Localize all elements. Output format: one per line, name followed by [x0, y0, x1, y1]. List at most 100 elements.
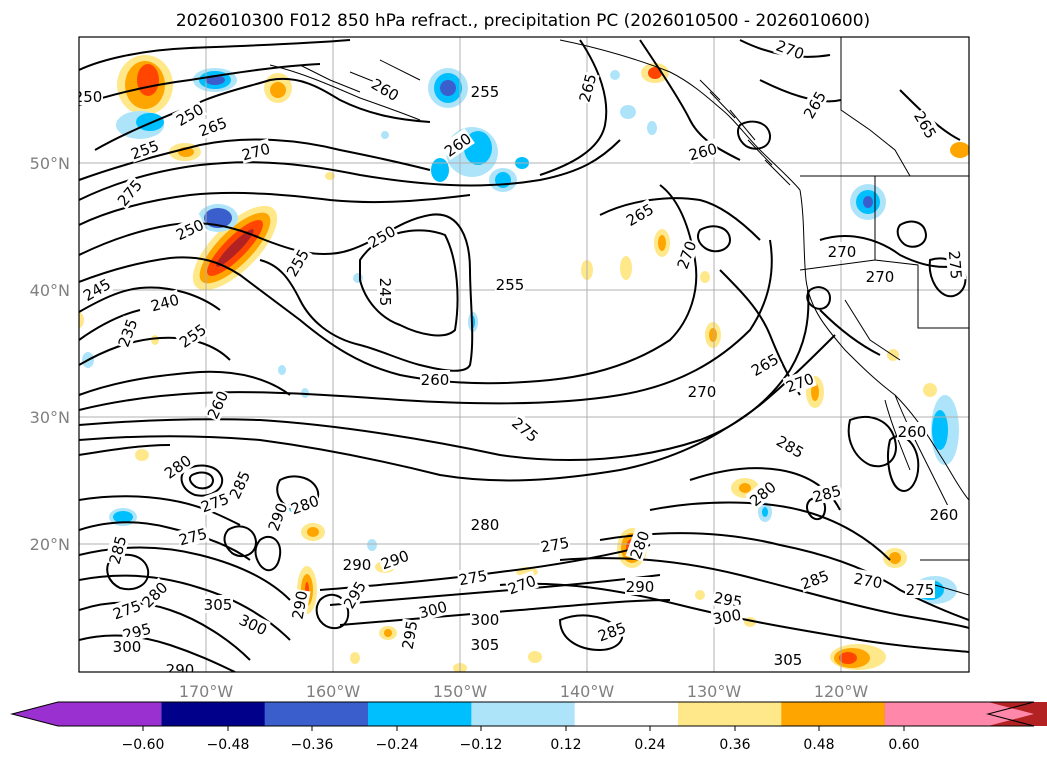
contour-label: 300	[471, 611, 500, 629]
contour-label-background	[672, 237, 700, 272]
contour-label: 300	[711, 606, 742, 629]
contour-label-background	[470, 635, 500, 653]
contour-label-background	[622, 198, 657, 230]
lat-label: 40°N	[30, 281, 70, 300]
colorbar-segment	[678, 702, 782, 726]
contour-label-background	[905, 580, 935, 598]
lat-label: 20°N	[30, 535, 70, 554]
colorbar-segments	[12, 702, 1047, 726]
lon-label: 130°W	[687, 682, 742, 701]
contour-label-background	[113, 315, 141, 350]
contour-label-background	[377, 545, 412, 573]
contour-label-background	[236, 609, 271, 639]
contour-label-background	[711, 587, 745, 611]
contour-label-background	[470, 610, 500, 628]
contour-label-background	[470, 515, 500, 533]
contour-label: 280	[471, 516, 500, 534]
contour-label-background	[910, 107, 942, 142]
contour-label: 260	[930, 506, 959, 524]
colorbar-segment	[471, 702, 576, 726]
contour-label-background	[495, 275, 525, 293]
contour-label-background	[538, 532, 572, 556]
refractivity-contours	[79, 39, 969, 672]
contour-label-background	[172, 98, 207, 130]
contour-label-background	[797, 565, 832, 593]
contour-label-background	[439, 128, 475, 161]
contour-label: 250	[74, 88, 103, 106]
contour-label-background	[238, 138, 273, 164]
contour-label: 260	[898, 423, 927, 441]
contour-label-background	[594, 617, 629, 645]
contour-label-background	[109, 595, 144, 623]
contour-label-background	[342, 555, 372, 573]
contour-label-background	[504, 570, 539, 598]
contour-label: 270	[828, 243, 857, 261]
lon-label: 140°W	[560, 682, 615, 701]
contour-label-background	[773, 37, 808, 63]
lon-label: 150°W	[433, 682, 488, 701]
colorbar-tick: 0.24	[634, 737, 665, 753]
contour-label-background	[165, 660, 195, 672]
contour-label-background	[368, 73, 403, 105]
contour-label: 255	[471, 83, 500, 101]
contour-label-background	[377, 277, 395, 307]
colorbar-tick: 0.60	[888, 737, 919, 753]
contour-label-background	[415, 596, 450, 622]
contour-label-background	[456, 565, 490, 589]
contour-label-background	[687, 382, 717, 400]
contour-label-background	[929, 505, 959, 523]
colorbar-tick: −0.60	[122, 737, 165, 753]
contour-label: 275	[539, 534, 570, 557]
contour-label-background	[147, 289, 182, 315]
contour-label-background	[224, 467, 254, 502]
longitude-labels: 170°W 160°W 150°W 140°W 130°W 120°W	[179, 682, 869, 701]
contour-label-background	[338, 577, 370, 612]
colorbar-segment	[574, 702, 679, 726]
contour-label-background	[104, 532, 130, 567]
contour-label-background	[175, 523, 210, 549]
colorbar-segment	[12, 702, 162, 726]
contour-label-background	[112, 637, 142, 655]
colorbar-tick: 0.48	[803, 737, 834, 753]
lat-label: 50°N	[30, 154, 70, 173]
colorbar-tick: −0.12	[460, 737, 503, 753]
contour-label-background	[747, 348, 782, 380]
contour-label-background	[625, 527, 653, 562]
contour-label-background	[263, 499, 291, 534]
latitude-labels: 50°N 40°N 30°N 20°N	[30, 154, 70, 554]
contour-label-background	[508, 412, 543, 446]
contour-label-background	[287, 588, 311, 622]
contour-label-background	[809, 480, 844, 506]
contour-label: 275	[906, 581, 935, 599]
contour-label-background	[202, 387, 232, 422]
contour-label-background	[865, 267, 895, 285]
colorbar-segment	[884, 702, 1034, 726]
contour-label: 295	[399, 619, 422, 650]
map-background	[79, 37, 969, 672]
contour-label: 290	[289, 589, 312, 620]
contour-label: 275	[945, 250, 965, 280]
colorbar-tick: −0.36	[291, 737, 334, 753]
contour-label: 305	[774, 651, 803, 669]
contour-label: 245	[376, 278, 394, 307]
precip-negative-shading	[82, 68, 959, 604]
map-title: 2026010300 F012 850 hPa refract., precip…	[176, 11, 870, 31]
contour-label-background	[625, 577, 655, 595]
contour-label: 290	[166, 661, 195, 679]
contour-label-background	[287, 490, 322, 518]
contour-label: 305	[471, 636, 500, 654]
contour-label-background	[773, 650, 803, 668]
contour-label-background	[281, 245, 313, 280]
lon-label: 120°W	[814, 682, 869, 701]
colorbar-segment	[368, 702, 472, 726]
contour-label-background	[364, 220, 399, 252]
colorbar-tick: 0.12	[550, 737, 581, 753]
contour-label-background	[172, 214, 207, 244]
colorbar: −0.60 −0.48 −0.36 −0.24 −0.12 0.12 0.24 …	[10, 701, 1047, 753]
contour-label: 290	[626, 578, 655, 596]
contour-label: 270	[688, 383, 717, 401]
colorbar-tick: −0.24	[376, 737, 419, 753]
